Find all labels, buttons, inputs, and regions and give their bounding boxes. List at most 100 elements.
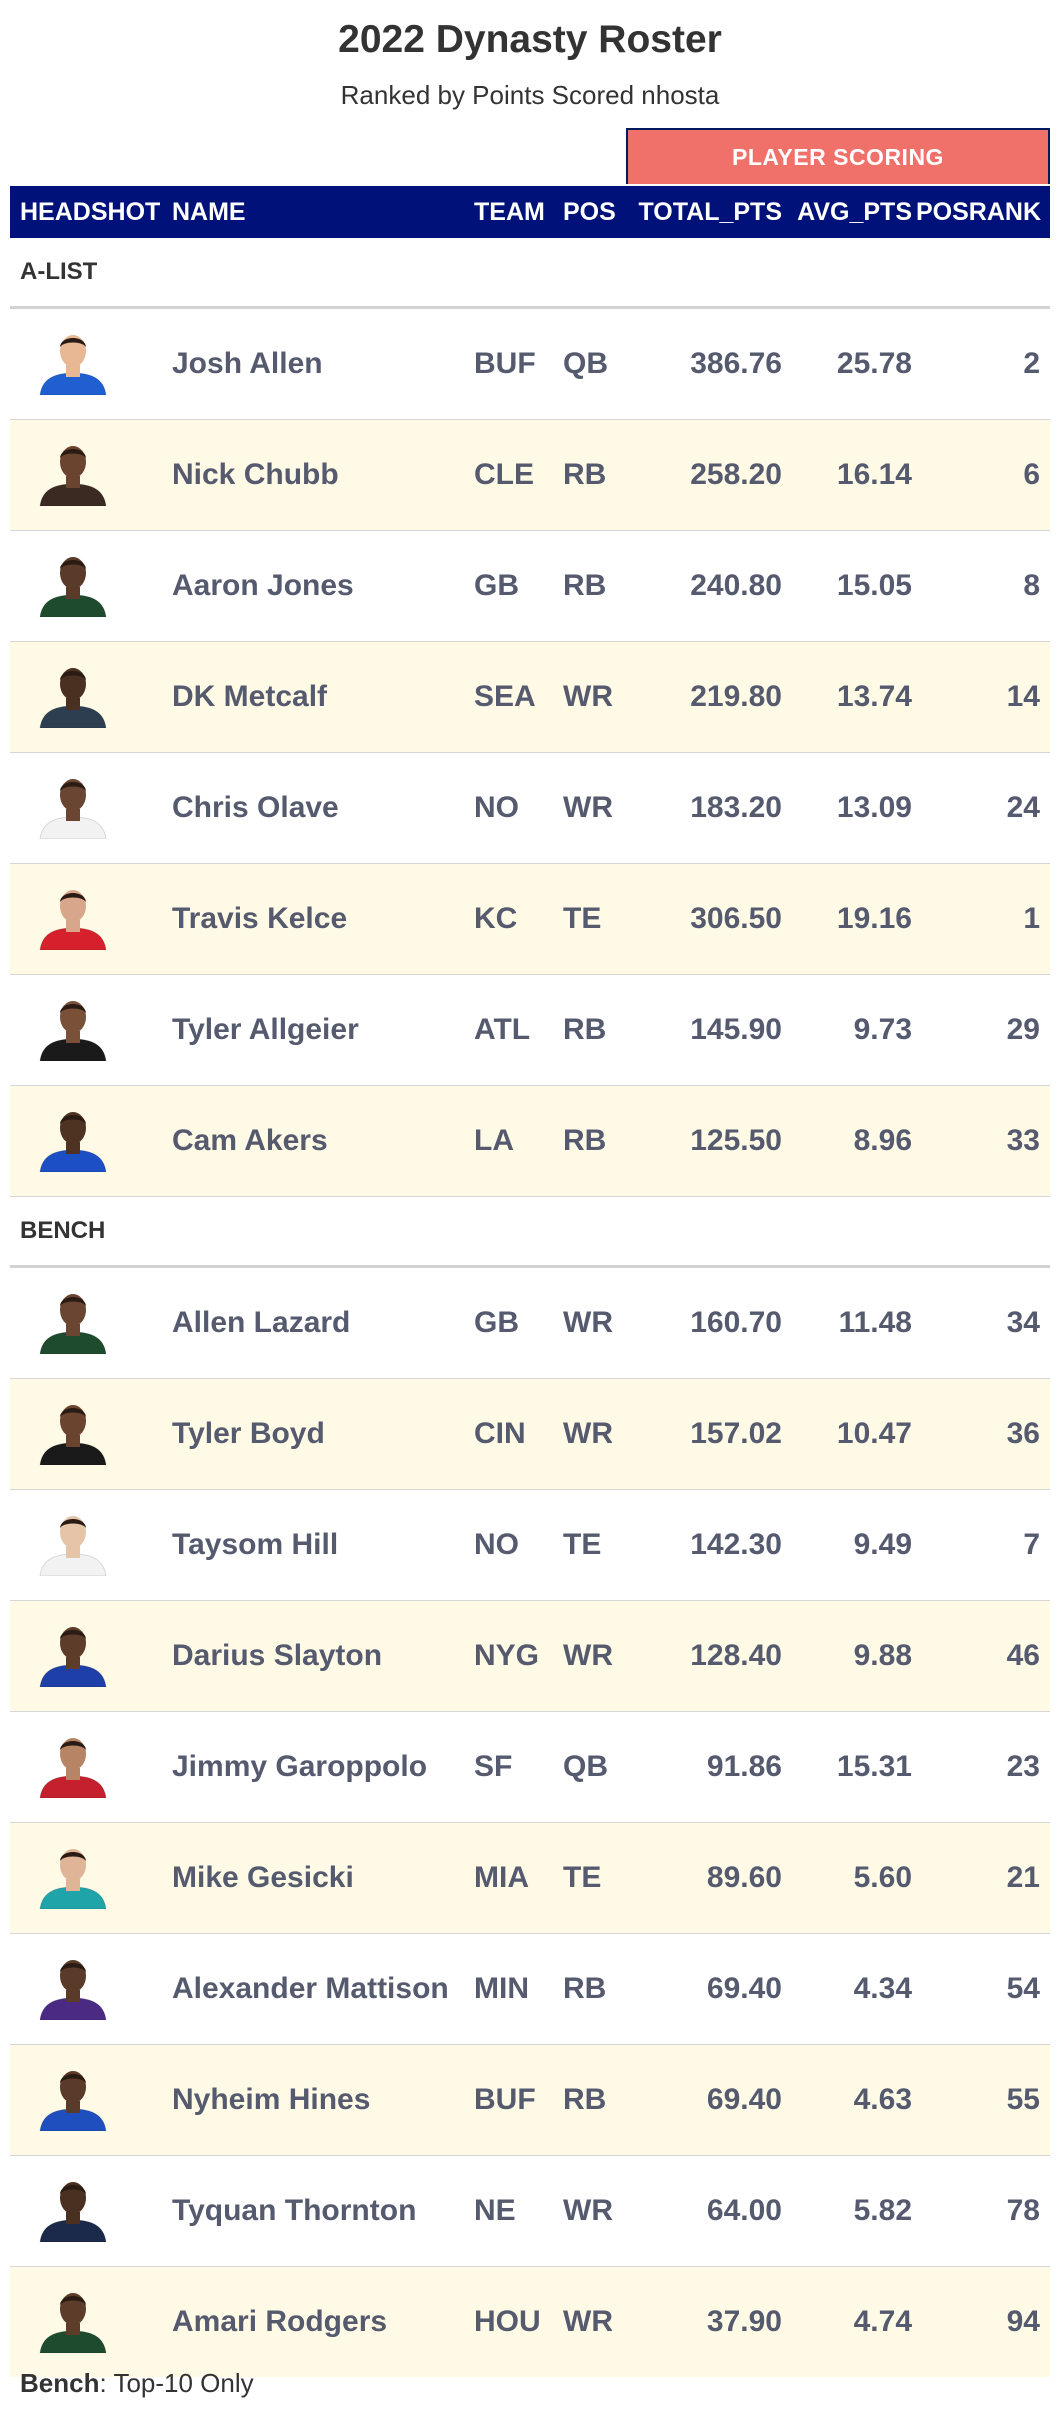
player-position: RB — [563, 1124, 607, 1157]
player-headshot-icon — [34, 1845, 112, 1909]
table-row[interactable]: Tyler Allgeier ATL RB 145.90 9.73 29 — [10, 975, 1050, 1086]
player-total-pts: 306.50 — [690, 902, 782, 935]
group-label: BENCH — [20, 1217, 106, 1244]
table-row[interactable]: Nyheim Hines BUF RB 69.40 4.63 55 — [10, 2045, 1050, 2156]
column-header-avg-pts[interactable]: AVG_PTS — [797, 198, 912, 226]
footnote-text: : Top-10 Only — [99, 2368, 254, 2398]
player-scoring-spanner: PLAYER SCORING — [626, 128, 1050, 184]
player-headshot-icon — [34, 886, 112, 950]
table-row[interactable]: Cam Akers LA RB 125.50 8.96 33 — [10, 1086, 1050, 1197]
player-headshot-icon — [34, 997, 112, 1061]
player-team: GB — [474, 1306, 519, 1339]
player-posrank: 23 — [1006, 1750, 1040, 1783]
table-row[interactable]: Josh Allen BUF QB 386.76 25.78 2 — [10, 309, 1050, 420]
player-headshot-icon — [34, 2289, 112, 2353]
headshot-cell — [20, 2156, 170, 2266]
player-posrank: 14 — [1006, 680, 1040, 713]
table-row[interactable]: Aaron Jones GB RB 240.80 15.05 8 — [10, 531, 1050, 642]
column-header-headshot[interactable]: HEADSHOT — [20, 198, 161, 226]
column-header-total-pts[interactable]: TOTAL_PTS — [638, 198, 782, 226]
column-header-name[interactable]: NAME — [172, 198, 246, 226]
player-name: Nyheim Hines — [172, 2083, 371, 2116]
player-headshot-icon — [34, 1290, 112, 1354]
player-position: WR — [563, 1417, 613, 1450]
table-header: HEADSHOT NAME TEAM POS TOTAL_PTS AVG_PTS… — [10, 186, 1050, 238]
table-row[interactable]: Alexander Mattison MIN RB 69.40 4.34 54 — [10, 1934, 1050, 2045]
player-position: RB — [563, 1972, 607, 2005]
player-name: Mike Gesicki — [172, 1861, 354, 1894]
table-row[interactable]: Mike Gesicki MIA TE 89.60 5.60 21 — [10, 1823, 1050, 1934]
player-name: Nick Chubb — [172, 458, 339, 491]
headshot-cell — [20, 2267, 170, 2377]
player-name: Tyquan Thornton — [172, 2194, 417, 2227]
table-row[interactable]: Taysom Hill NO TE 142.30 9.49 7 — [10, 1490, 1050, 1601]
player-position: RB — [563, 569, 607, 602]
column-header-team[interactable]: TEAM — [474, 198, 545, 226]
player-name: Taysom Hill — [172, 1528, 339, 1561]
player-posrank: 54 — [1006, 1972, 1040, 2005]
player-team: NYG — [474, 1639, 540, 1672]
player-posrank: 8 — [1023, 569, 1040, 602]
player-name: Chris Olave — [172, 791, 339, 824]
player-posrank: 78 — [1006, 2194, 1040, 2227]
table-row[interactable]: Tyquan Thornton NE WR 64.00 5.82 78 — [10, 2156, 1050, 2267]
player-posrank: 36 — [1006, 1417, 1040, 1450]
player-position: WR — [563, 791, 613, 824]
table-row[interactable]: Travis Kelce KC TE 306.50 19.16 1 — [10, 864, 1050, 975]
player-headshot-icon — [34, 1734, 112, 1798]
headshot-cell — [20, 975, 170, 1085]
player-total-pts: 145.90 — [690, 1013, 782, 1046]
player-team: BUF — [474, 347, 536, 380]
player-total-pts: 142.30 — [690, 1528, 782, 1561]
table-row[interactable]: Allen Lazard GB WR 160.70 11.48 34 — [10, 1268, 1050, 1379]
player-team: KC — [474, 902, 518, 935]
player-name: Darius Slayton — [172, 1639, 383, 1672]
player-team: CLE — [474, 458, 534, 491]
player-avg-pts: 13.74 — [836, 680, 912, 713]
player-total-pts: 69.40 — [706, 1972, 782, 2005]
footnote: Bench: Top-10 Only — [20, 2368, 254, 2399]
column-header-pos[interactable]: POS — [563, 198, 616, 226]
player-position: TE — [563, 1528, 602, 1561]
column-header-posrank[interactable]: POSRANK — [916, 198, 1042, 226]
headshot-cell — [20, 1086, 170, 1196]
player-avg-pts: 13.09 — [836, 791, 912, 824]
player-position: TE — [563, 1861, 602, 1894]
player-total-pts: 258.20 — [690, 458, 782, 491]
player-total-pts: 128.40 — [690, 1639, 782, 1672]
table-row[interactable]: Darius Slayton NYG WR 128.40 9.88 46 — [10, 1601, 1050, 1712]
table-row[interactable]: Amari Rodgers HOU WR 37.90 4.74 94 — [10, 2267, 1050, 2377]
player-posrank: 1 — [1023, 902, 1040, 935]
page-subtitle: Ranked by Points Scored nhosta — [340, 80, 720, 110]
player-team: LA — [474, 1124, 514, 1157]
footnote-label: Bench — [20, 2368, 100, 2398]
table-row[interactable]: Tyler Boyd CIN WR 157.02 10.47 36 — [10, 1379, 1050, 1490]
player-name: Jimmy Garoppolo — [172, 1750, 428, 1783]
player-position: WR — [563, 2305, 613, 2338]
player-headshot-icon — [34, 664, 112, 728]
player-avg-pts: 8.96 — [853, 1124, 912, 1157]
table-row[interactable]: Nick Chubb CLE RB 258.20 16.14 6 — [10, 420, 1050, 531]
player-total-pts: 69.40 — [706, 2083, 782, 2116]
player-avg-pts: 4.34 — [853, 1972, 912, 2005]
player-name: Travis Kelce — [172, 902, 348, 935]
player-name: Amari Rodgers — [172, 2305, 388, 2338]
headshot-cell — [20, 642, 170, 752]
table-row[interactable]: Chris Olave NO WR 183.20 13.09 24 — [10, 753, 1050, 864]
player-posrank: 7 — [1023, 1528, 1040, 1561]
player-total-pts: 89.60 — [706, 1861, 782, 1894]
player-name: Cam Akers — [172, 1124, 328, 1157]
table-row[interactable]: Jimmy Garoppolo SF QB 91.86 15.31 23 — [10, 1712, 1050, 1823]
player-name: Tyler Boyd — [172, 1417, 325, 1450]
player-avg-pts: 9.88 — [853, 1639, 912, 1672]
headshot-cell — [20, 1823, 170, 1933]
player-avg-pts: 19.16 — [836, 902, 912, 935]
table-row[interactable]: DK Metcalf SEA WR 219.80 13.74 14 — [10, 642, 1050, 753]
player-name: DK Metcalf — [172, 680, 328, 713]
headshot-cell — [20, 2045, 170, 2155]
player-headshot-icon — [34, 1512, 112, 1576]
player-name: Aaron Jones — [172, 569, 354, 602]
player-headshot-icon — [34, 775, 112, 839]
player-headshot-icon — [34, 331, 112, 395]
